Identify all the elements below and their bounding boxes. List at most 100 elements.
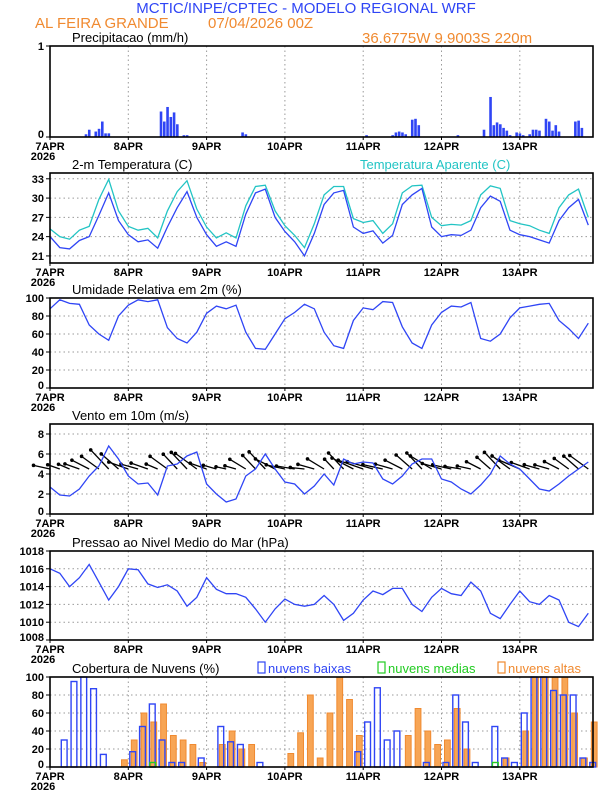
- wind-arrow: [108, 461, 129, 470]
- wind-arrow: [203, 464, 217, 470]
- y-tick-label: 1016: [20, 564, 44, 576]
- wind-arrow: [33, 464, 51, 470]
- x-tick-label: 7APR: [35, 392, 64, 404]
- precip-bar: [547, 121, 551, 137]
- x-tick-label: 8APR: [114, 644, 143, 656]
- y-tick-label: 4: [38, 469, 45, 481]
- panel-title: Precipitacao (mm/h): [72, 30, 188, 45]
- wind-arrow-head: [201, 463, 206, 468]
- wind-arrow-head: [148, 454, 152, 459]
- cloud-bar-nuvens-altas: [316, 757, 324, 768]
- cloud-bar-nuvens-baixas: [364, 721, 372, 768]
- wind-arrow-head: [420, 461, 425, 466]
- wind-arrow-head: [45, 462, 50, 467]
- wind-arrow: [476, 456, 491, 470]
- wind-arrow: [229, 458, 247, 470]
- y-tick-label: 1018: [20, 546, 44, 558]
- panel-frame: [49, 676, 594, 768]
- wind-arrow-head: [223, 464, 227, 468]
- y-tick-label: 0: [38, 506, 44, 518]
- wind-arrow-head: [542, 459, 547, 464]
- x-tick-label: 8APR: [114, 771, 143, 783]
- y-tick-label: 0: [38, 380, 44, 392]
- panel-pres: 1008 1010 1012 1014 1016 1018 7APR 8APR 9APR 10AP…: [20, 535, 594, 666]
- x-tick-label: 11APR: [346, 771, 381, 783]
- precip-bar: [394, 132, 398, 137]
- x-tick-label: 13APR: [502, 141, 538, 153]
- x-axis-year: 2026: [31, 402, 55, 414]
- x-tick-label: 9APR: [192, 771, 221, 783]
- wind-arrow: [466, 461, 481, 470]
- x-axis-year: 2026: [31, 528, 55, 540]
- wind-arrow: [331, 457, 354, 470]
- wind-arrow: [553, 457, 570, 470]
- precip-bar: [397, 131, 401, 137]
- header-location: AL FEIRA GRANDE: [35, 15, 169, 32]
- legend-label: nuvens altas: [508, 661, 581, 676]
- precip-bar: [97, 128, 101, 137]
- precip-bar: [182, 135, 186, 137]
- x-tick-label: 9APR: [192, 392, 221, 404]
- wind-arrow-head: [188, 461, 193, 466]
- precip-bar: [538, 130, 541, 137]
- x-tick-label: 11APR: [346, 644, 381, 656]
- precip-bar: [94, 131, 98, 137]
- y-tick-label: 20: [32, 365, 44, 377]
- panel-title: Cobertura de Nuvens (%): [72, 661, 219, 676]
- panel-cloud: 0 20 40 60 80 100 7APR 8APR 9APR 10APR 11APR 12APR 1…: [26, 661, 598, 792]
- x-tick-label: 8APR: [114, 518, 143, 530]
- panel-wind: 0 2 4 6 8 7APR 8APR 9APR 10APR 11APR 12APR 13APR 202…: [31, 408, 594, 540]
- panel-frame: [49, 45, 594, 138]
- wind-arrow-head: [562, 454, 566, 458]
- precip-bar: [508, 135, 512, 137]
- x-tick-label: 11APR: [346, 267, 381, 279]
- panel-frame: [49, 423, 594, 515]
- precip-bar: [574, 121, 577, 137]
- wind-arrow-head: [240, 453, 245, 458]
- precip-bar: [554, 125, 558, 137]
- x-tick-label: 10APR: [267, 644, 303, 656]
- precip-bar: [104, 133, 107, 137]
- panel-title: 2-m Temperatura (C): [72, 157, 192, 172]
- cloud-bar-nuvens-baixas: [373, 687, 381, 768]
- precip-bar: [401, 132, 404, 137]
- wind-arrow: [297, 463, 315, 470]
- wind-arrow: [544, 460, 560, 470]
- precip-bar: [518, 133, 522, 137]
- y-tick-label: 60: [32, 329, 44, 341]
- x-tick-label: 12APR: [424, 644, 460, 656]
- wind-arrow-head: [228, 457, 232, 462]
- wind-arrow: [130, 462, 149, 470]
- y-tick-label: 60: [32, 708, 44, 720]
- legend-label: nuvens baixas: [268, 661, 352, 676]
- cloud-bar-nuvens-altas: [287, 753, 295, 768]
- panel-title: Umidade Relativa em 2m (%): [72, 282, 242, 297]
- precip-bar: [577, 120, 580, 137]
- legend-swatch: [257, 661, 266, 674]
- x-tick-label: 7APR: [35, 518, 64, 530]
- wind-arrow: [58, 463, 70, 470]
- panel-frame: [49, 297, 594, 389]
- wind-arrow: [149, 455, 168, 470]
- cloud-bar-nuvens-altas: [590, 721, 598, 768]
- panel-temp: 21 24 27 30 33 7APR 8APR 9APR 10APR 11APR 12APR 13A…: [31, 157, 594, 289]
- wind-arrow-head: [56, 462, 61, 467]
- x-tick-label: 8APR: [114, 141, 143, 153]
- wind-arrow-head: [253, 457, 258, 461]
- wind-arrow: [375, 463, 393, 470]
- panel-precip: 0 1 7APR 8APR 9APR 10APR 11APR 12APR 13APR 2026 Pr…: [31, 30, 594, 163]
- precip-bar: [515, 132, 518, 137]
- wind-arrow-head: [99, 452, 104, 456]
- precip-bar: [84, 134, 88, 137]
- precip-bar: [391, 135, 394, 137]
- cloud-bar-nuvens-altas: [297, 732, 304, 768]
- wind-arrow: [224, 465, 237, 470]
- wind-arrow-head: [107, 460, 111, 464]
- x-tick-label: 10APR: [267, 518, 303, 530]
- x-tick-label: 10APR: [267, 267, 303, 279]
- wind-arrow-head: [405, 451, 409, 455]
- wind-arrow: [90, 449, 110, 470]
- x-tick-label: 11APR: [346, 518, 381, 530]
- header-coords: 36.6775W 9.9003S 220m: [362, 30, 532, 47]
- wind-arrow: [64, 463, 80, 470]
